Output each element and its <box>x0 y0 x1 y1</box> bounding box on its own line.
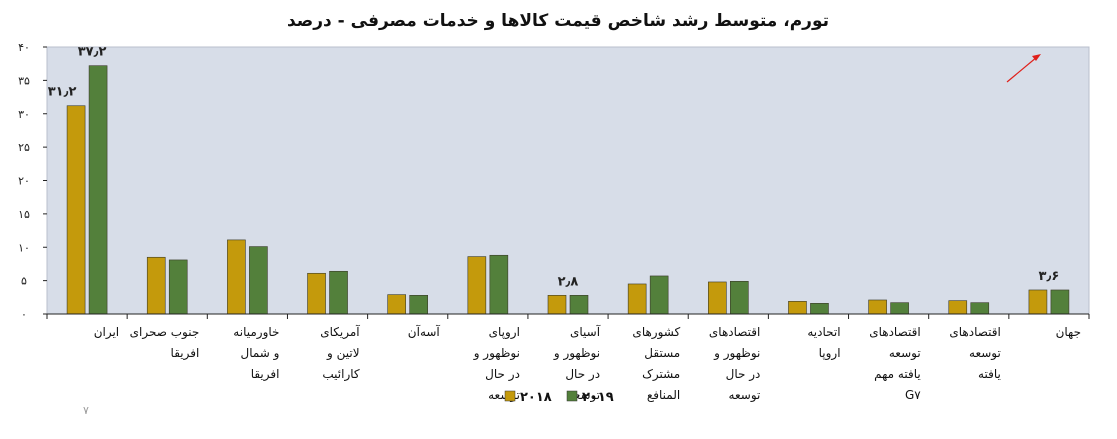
x-tick-label: اقتصادهای توسعه یافته <box>949 325 1000 381</box>
bar <box>868 299 887 315</box>
data-label: ۳۷٫۲ <box>78 45 107 60</box>
bar <box>409 295 428 315</box>
legend-label: ۲۰۱۹ <box>582 390 614 405</box>
x-tick-label: آسه‌آن <box>408 324 441 339</box>
legend: ۲۰۱۸ ۲۰۱۹ <box>504 390 614 405</box>
annotation-arrow-head <box>1032 54 1041 61</box>
x-tick-label: اقتصادهای نوظهور و در حال توسعه <box>709 325 760 403</box>
y-tick-label: ۵ <box>21 275 27 288</box>
bar <box>627 283 647 315</box>
bar <box>307 272 326 315</box>
y-tick-label: ۱۵ <box>18 208 30 221</box>
bar <box>547 295 567 315</box>
y-tick-label: ۰ <box>21 308 27 321</box>
x-tick-label: اروپای نوظهور و در حال توسعه <box>473 325 520 403</box>
x-axis: جهان اقتصادهای توسعه یافته اقتصادهای توسعه یاف… <box>46 313 1090 403</box>
x-tick-label: جنوب صحرای افریقا <box>130 325 200 361</box>
x-tick-label: خاورمیانه و شمال افریقا <box>233 325 279 382</box>
bar <box>88 65 108 315</box>
bar <box>810 303 829 315</box>
x-tick-label: اقتصادهای توسعه یافته مهم G۷ <box>869 325 921 402</box>
bar <box>467 256 487 315</box>
y-tick-label: ۳۰ <box>18 108 30 121</box>
chart-title: تورم، متوسط رشد شاخص قیمت کالاها و خدمات… <box>287 11 829 31</box>
bar <box>708 281 727 315</box>
data-label: ۳۱٫۲ <box>48 85 77 100</box>
bar <box>387 294 406 315</box>
bar <box>66 105 86 315</box>
bars <box>66 65 1070 315</box>
x-tick-label: ایران <box>94 325 119 340</box>
legend-swatch <box>566 390 578 402</box>
bar <box>227 239 246 315</box>
plot-area <box>46 46 1090 315</box>
data-label: ۲٫۸ <box>558 274 579 289</box>
y-tick-label: ۲۰ <box>18 175 30 188</box>
bar <box>168 259 188 315</box>
bar <box>249 246 268 315</box>
x-tick-label: جهان <box>1056 325 1081 339</box>
data-labels: ۳٫۶ ۲٫۸ ۳۱٫۲ ۳۷٫۲ <box>48 45 1060 290</box>
y-tick-label: ۳۵ <box>18 74 30 87</box>
x-tick-label: کشورهای مستقل مشترک المنافع <box>632 325 680 402</box>
x-tick-label: اتحادیه اروپا <box>807 325 840 361</box>
bar <box>1050 289 1070 315</box>
bar <box>730 280 749 315</box>
bar <box>948 300 968 315</box>
y-tick-label: ۴۰ <box>18 41 30 54</box>
annotation-arrow <box>1006 56 1038 83</box>
bar <box>890 302 909 315</box>
bar <box>1028 289 1048 315</box>
page-number: ۷ <box>83 404 89 417</box>
y-tick-label: ۲۵ <box>18 141 30 154</box>
legend-label: ۲۰۱۸ <box>520 390 552 405</box>
legend-swatch <box>504 390 516 402</box>
y-tick-label: ۱۰ <box>18 241 30 254</box>
bar <box>569 295 589 315</box>
y-axis: ۰ ۵ ۱۰ ۱۵ ۲۰ ۲۵ ۳۰ ۳۵ ۴۰ <box>18 41 47 321</box>
data-label: ۳٫۶ <box>1039 269 1060 284</box>
bar <box>329 270 348 315</box>
bar <box>489 254 509 315</box>
bar <box>788 301 807 315</box>
x-tick-label: آمریکای لاتین و کارائیب <box>320 324 360 382</box>
bar <box>146 256 166 315</box>
bar <box>970 302 990 315</box>
bar <box>649 275 669 315</box>
